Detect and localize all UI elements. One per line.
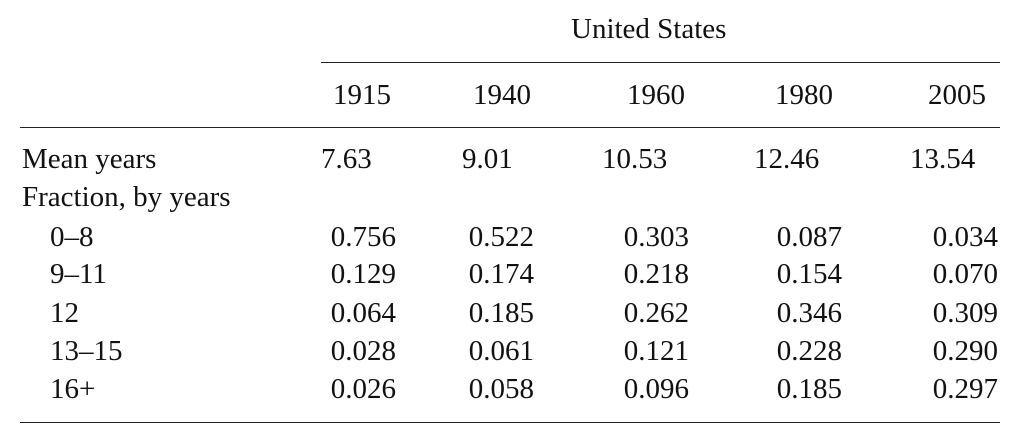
- group-header-rule: [321, 62, 1000, 63]
- row-label-12: 12: [50, 297, 79, 329]
- cell-12-2005: 0.309: [932, 297, 998, 329]
- cell-9-11-1980: 0.154: [776, 258, 842, 290]
- cell-12-1980: 0.346: [776, 297, 842, 329]
- header-bottom-rule: [20, 127, 1000, 128]
- cell-0-8-1915: 0.756: [330, 221, 396, 253]
- cell-12-1915: 0.064: [330, 297, 396, 329]
- cell-12-1960: 0.262: [623, 297, 689, 329]
- row-label-mean-years: Mean years: [22, 143, 157, 175]
- year-header-2005: 2005: [928, 79, 986, 111]
- mean-years-1915: 7.63: [321, 143, 372, 175]
- cell-16-plus-1915: 0.026: [330, 373, 396, 405]
- mean-years-1980: 12.46: [754, 143, 820, 175]
- row-label-13-15: 13–15: [50, 335, 123, 367]
- cell-13-15-1915: 0.028: [330, 335, 396, 367]
- mean-years-1960: 10.53: [602, 143, 668, 175]
- cell-0-8-2005: 0.034: [932, 221, 998, 253]
- cell-16-plus-1960: 0.096: [623, 373, 689, 405]
- cell-16-plus-1940: 0.058: [468, 373, 534, 405]
- year-header-1940: 1940: [473, 79, 531, 111]
- cell-9-11-1960: 0.218: [623, 258, 689, 290]
- year-header-1960: 1960: [627, 79, 685, 111]
- cell-9-11-1940: 0.174: [468, 258, 534, 290]
- year-header-1915: 1915: [333, 79, 391, 111]
- cell-16-plus-1980: 0.185: [776, 373, 842, 405]
- cell-13-15-2005: 0.290: [932, 335, 998, 367]
- cell-12-1940: 0.185: [468, 297, 534, 329]
- cell-13-15-1960: 0.121: [623, 335, 689, 367]
- mean-years-2005: 13.54: [910, 143, 976, 175]
- fraction-heading: Fraction, by years: [22, 181, 231, 213]
- cell-0-8-1940: 0.522: [468, 221, 534, 253]
- row-label-9-11: 9–11: [50, 258, 107, 290]
- mean-years-1940: 9.01: [462, 143, 513, 175]
- table-bottom-rule: [20, 422, 1000, 423]
- year-header-1980: 1980: [775, 79, 833, 111]
- row-label-0-8: 0–8: [50, 221, 94, 253]
- row-label-16-plus: 16+: [50, 373, 96, 405]
- cell-9-11-2005: 0.070: [932, 258, 998, 290]
- cell-0-8-1980: 0.087: [776, 221, 842, 253]
- cell-16-plus-2005: 0.297: [932, 373, 998, 405]
- cell-9-11-1915: 0.129: [330, 258, 396, 290]
- cell-13-15-1940: 0.061: [468, 335, 534, 367]
- group-header: United States: [571, 13, 727, 45]
- cell-0-8-1960: 0.303: [623, 221, 689, 253]
- cell-13-15-1980: 0.228: [776, 335, 842, 367]
